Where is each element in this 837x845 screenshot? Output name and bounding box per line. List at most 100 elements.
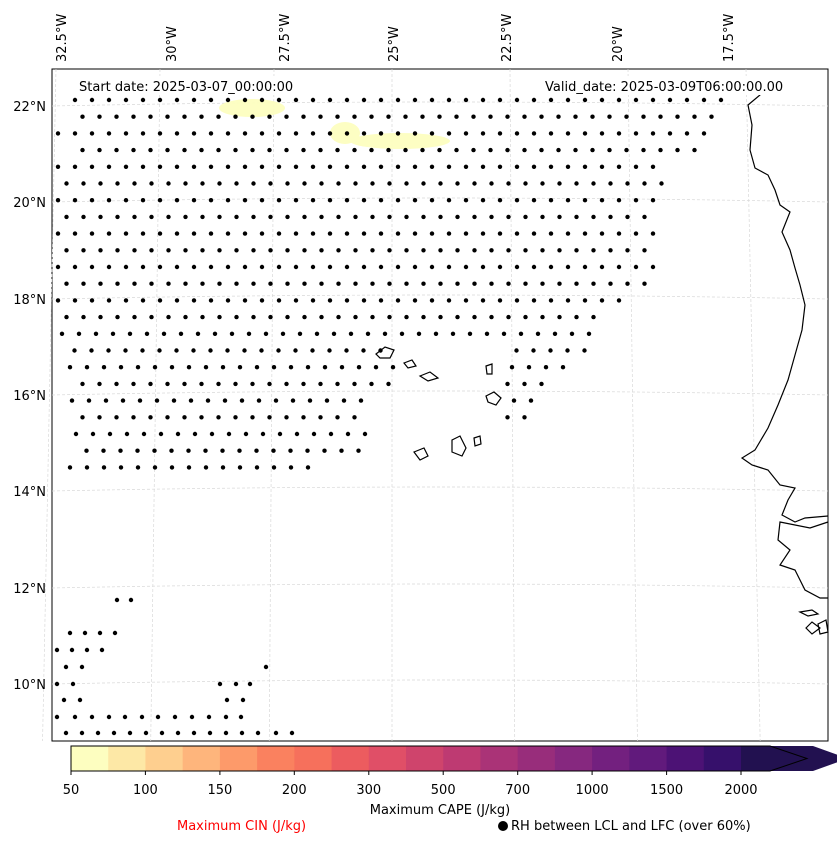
rh-dot xyxy=(523,314,528,320)
rh-dot xyxy=(135,465,141,470)
rh-dot xyxy=(387,181,392,186)
rh-dot xyxy=(335,147,340,153)
rh-dot xyxy=(107,431,113,437)
rh-dot xyxy=(590,147,595,153)
rh-dot xyxy=(233,681,239,687)
rh-dot xyxy=(84,647,90,653)
rh-dot xyxy=(189,714,195,720)
rh-dot xyxy=(472,314,477,320)
rh-dot xyxy=(64,181,69,186)
rh-dot xyxy=(616,97,622,103)
rh-dot xyxy=(237,365,243,370)
rh-dot xyxy=(141,431,147,437)
rh-dot xyxy=(267,415,272,420)
rh-dot xyxy=(67,465,73,470)
rh-dot xyxy=(531,348,536,353)
rh-dot xyxy=(327,231,333,236)
rh-dot xyxy=(81,248,86,253)
rh-dot xyxy=(294,431,300,437)
rh-dot xyxy=(140,97,146,103)
rh-dot xyxy=(182,415,187,420)
rh-dot xyxy=(318,114,323,119)
rh-dot xyxy=(556,147,561,153)
colorbar-segment xyxy=(517,746,556,771)
rh-dot xyxy=(540,281,545,286)
rh-dot xyxy=(471,114,476,119)
rh-dot xyxy=(208,97,214,103)
lon-label: 22.5°W xyxy=(500,14,515,62)
rh-dot xyxy=(267,114,272,119)
rh-dot xyxy=(268,248,273,253)
colorbar-tick-label: 1000 xyxy=(576,783,609,798)
rh-dot xyxy=(433,331,439,336)
rh-dot xyxy=(582,264,588,270)
rh-dot xyxy=(633,264,639,270)
rh-dot xyxy=(54,714,60,720)
rh-dot xyxy=(446,198,452,203)
rh-dot xyxy=(701,97,707,103)
rh-dot xyxy=(399,331,405,336)
rh-dot xyxy=(412,164,418,169)
rh-dot xyxy=(195,331,201,336)
rh-dot xyxy=(305,465,311,470)
rh-dot xyxy=(455,248,460,253)
rh-dot xyxy=(370,281,375,286)
rh-dot xyxy=(421,281,426,286)
rh-dot xyxy=(169,465,175,470)
rh-dot xyxy=(271,465,277,470)
rh-dot xyxy=(132,214,137,220)
rh-dot xyxy=(540,181,545,186)
colorbar-segment xyxy=(592,746,630,771)
rh-dot xyxy=(395,164,401,169)
rh-dot xyxy=(301,381,306,387)
rh-dot xyxy=(280,331,286,336)
rh-dot xyxy=(208,348,213,353)
rh-dot xyxy=(285,181,290,186)
rh-dot xyxy=(175,730,181,736)
rh-dot xyxy=(80,415,85,420)
rh-dot xyxy=(140,264,146,270)
rh-dot xyxy=(174,198,180,203)
rh-dot xyxy=(591,214,596,220)
rh-dot xyxy=(650,97,656,103)
rh-dot xyxy=(89,198,95,203)
rh-dot xyxy=(114,597,120,603)
rh-dot xyxy=(488,147,493,153)
rh-dot xyxy=(573,147,578,153)
colorbar-tick-label: 300 xyxy=(356,783,381,798)
rh-dot xyxy=(225,164,231,169)
rh-dot xyxy=(90,431,96,437)
start-date-bg xyxy=(76,76,312,95)
rh-dot xyxy=(238,714,244,720)
rh-dot xyxy=(69,398,75,403)
rh-dot xyxy=(450,331,456,336)
rh-dot xyxy=(284,114,289,119)
rh-dot xyxy=(506,314,511,320)
rh-dot xyxy=(271,365,277,370)
rh-dot xyxy=(497,97,503,103)
rh-dot xyxy=(123,298,129,303)
rh-dot xyxy=(166,248,171,253)
rh-dot xyxy=(352,147,357,153)
rh-dot xyxy=(131,381,136,387)
rh-dot xyxy=(226,431,232,437)
rh-dot xyxy=(55,264,61,270)
rh-dot xyxy=(412,298,418,303)
rh-dot xyxy=(310,264,316,270)
rh-dot xyxy=(200,214,205,220)
rh-dot xyxy=(80,381,85,387)
rh-dot xyxy=(55,231,61,236)
rh-dot xyxy=(135,448,140,453)
rh-dot xyxy=(328,431,334,437)
rh-dot xyxy=(353,181,358,186)
rh-dot xyxy=(81,181,86,186)
rh-dot xyxy=(199,415,204,420)
rh-dot xyxy=(277,431,283,437)
rh-dot xyxy=(319,181,324,186)
rh-dot xyxy=(412,198,418,203)
colorbar-segment xyxy=(71,746,109,771)
rh-dot xyxy=(335,114,340,119)
rh-dot xyxy=(188,398,194,403)
rh-dot xyxy=(260,431,266,437)
rh-dot xyxy=(514,264,520,270)
